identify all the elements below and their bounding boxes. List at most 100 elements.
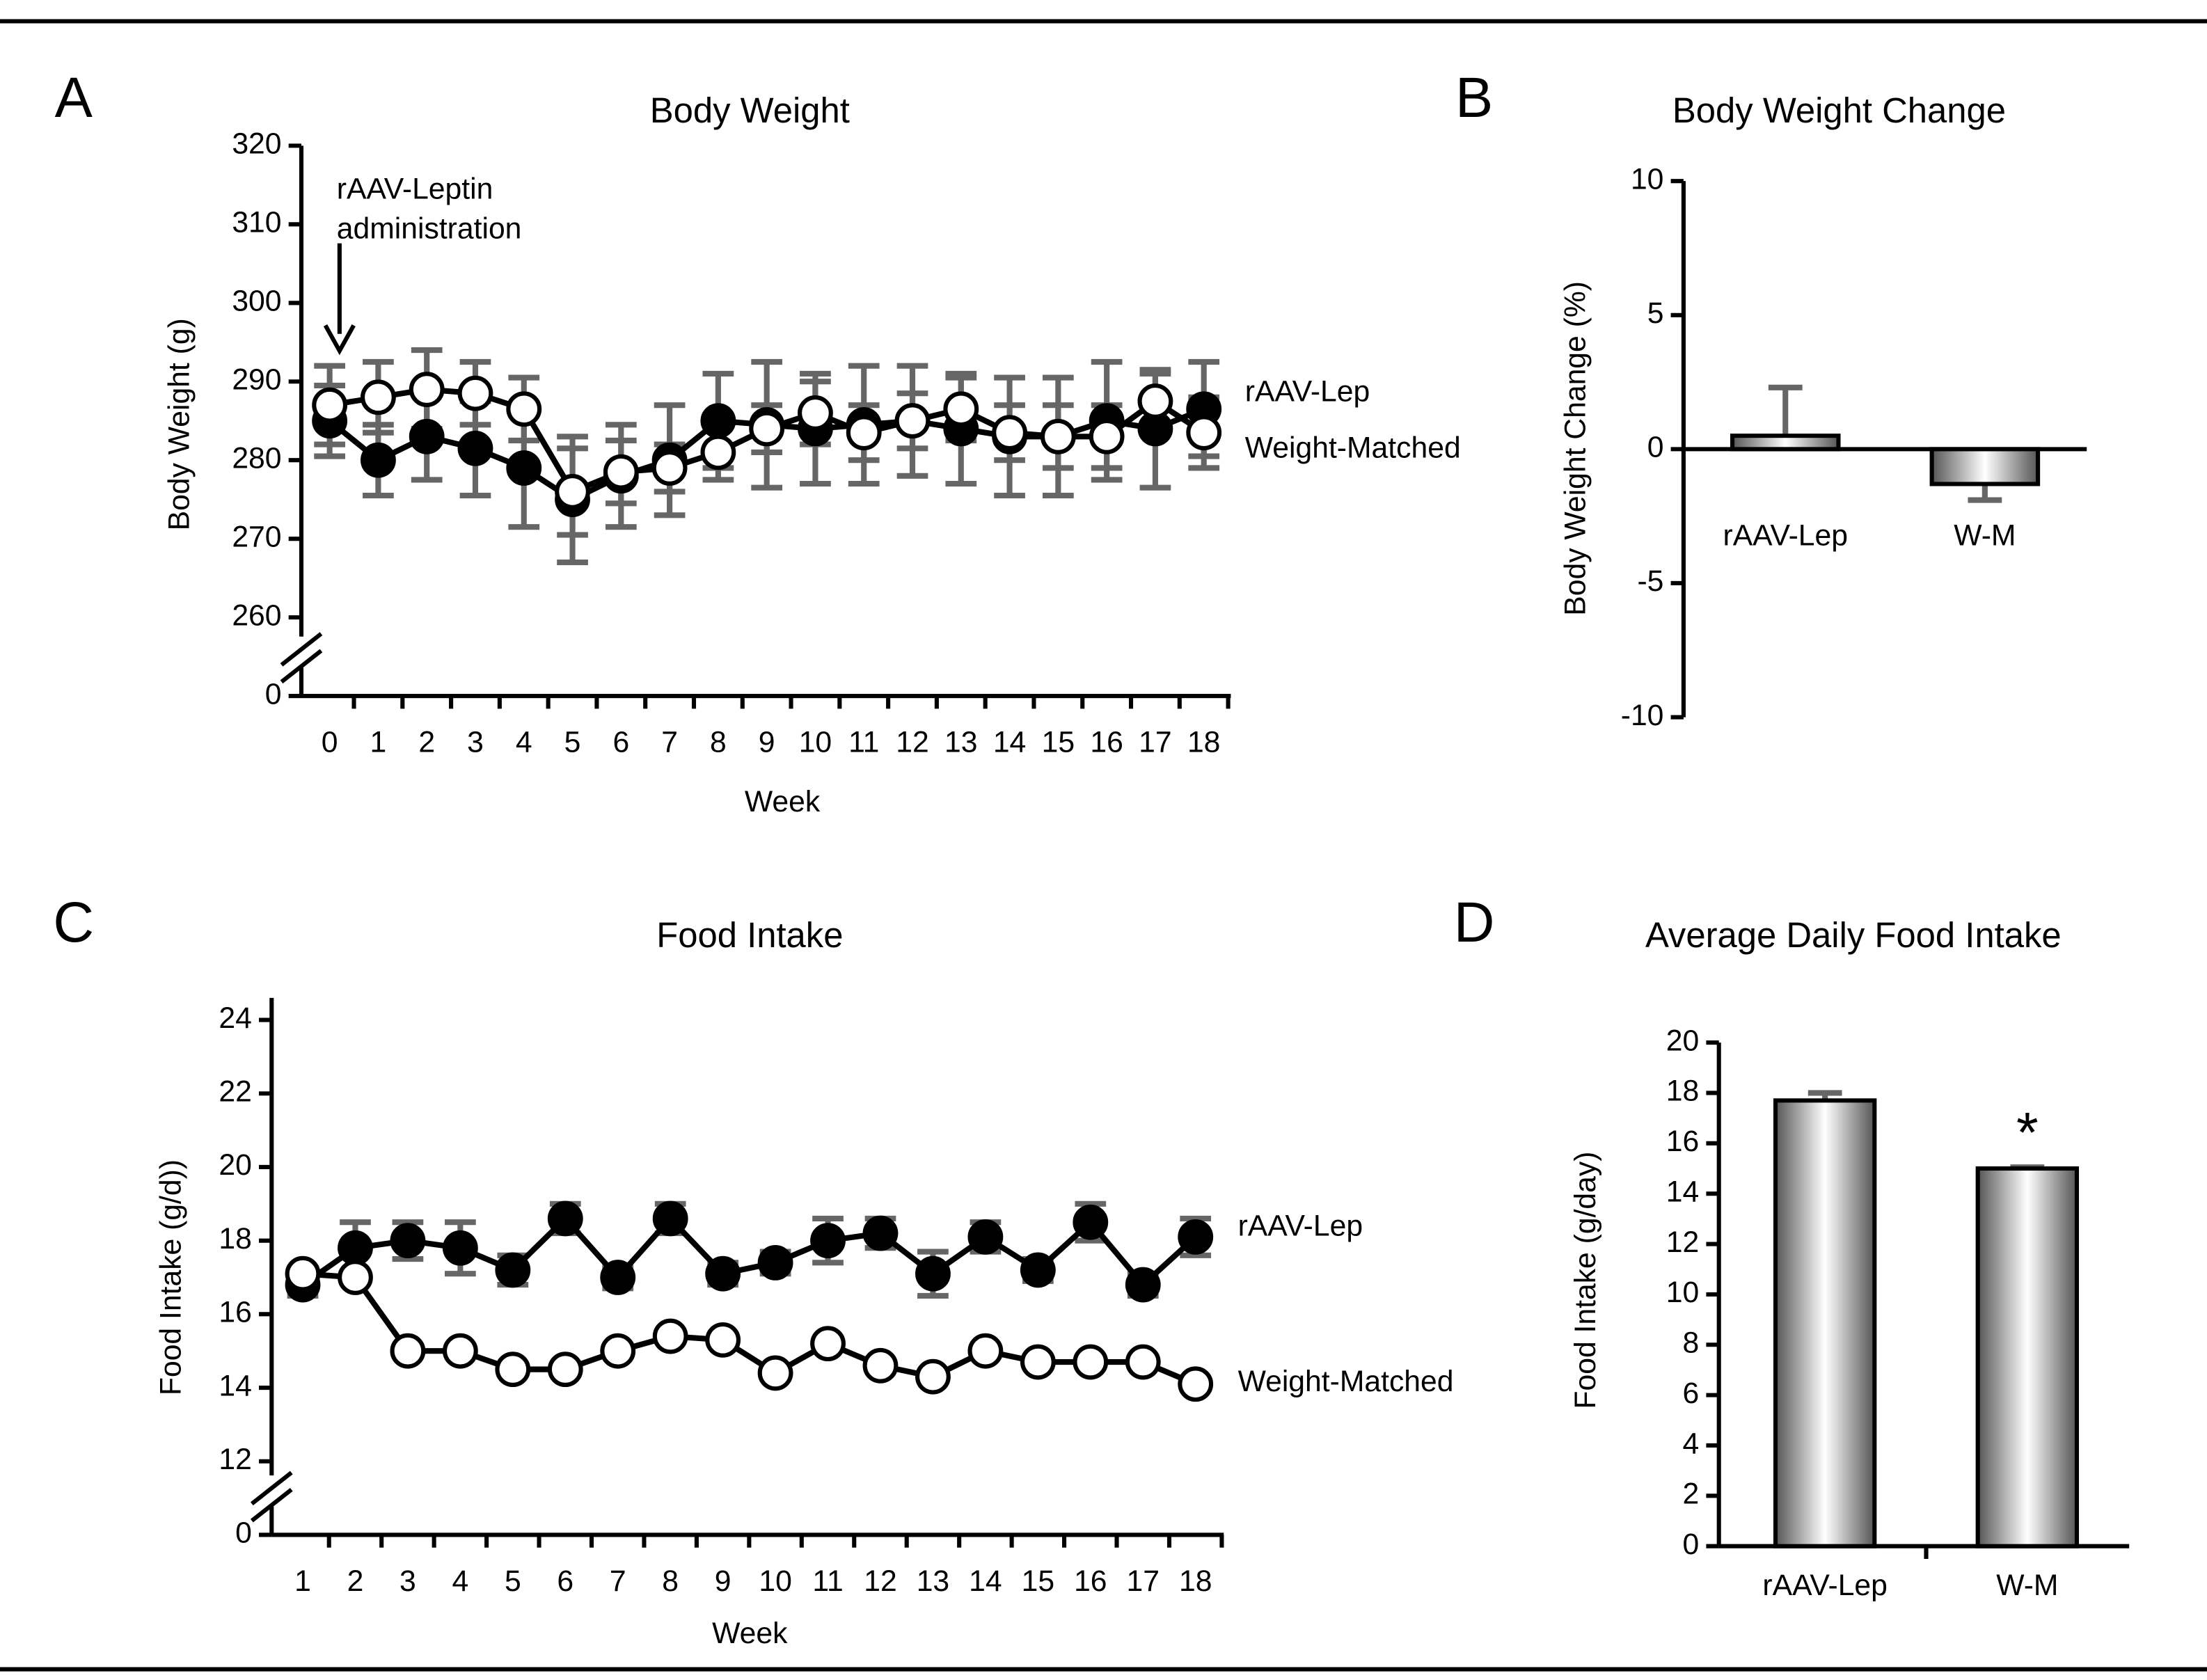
x-tick-label: 4 [516,725,532,759]
marker [600,1260,636,1295]
y-tick-label: 290 [232,363,281,397]
y-tick-label: 6 [1683,1377,1700,1410]
y-break-label: 0 [235,1516,252,1550]
y-tick-label: 14 [1666,1175,1699,1208]
bar [1929,447,2041,486]
series-label: Weight-Matched [1245,431,1461,465]
series-label: rAAV-Lep [1245,374,1370,408]
y-tick-label: 280 [232,441,281,475]
marker [943,391,979,427]
x-tick-label: 8 [710,725,727,759]
x-tick-label: 14 [969,1564,1002,1598]
x-tick-label: 11 [848,725,879,759]
marker [992,415,1027,451]
x-tick-label: 10 [799,725,832,759]
marker [705,1255,741,1292]
marker [1125,1267,1161,1303]
y-tick-label: 5 [1647,296,1664,330]
marker [757,1244,793,1281]
y-axis-label: Food Intake (g/day) [1569,1152,1602,1409]
x-tick-label: 11 [812,1564,843,1598]
panel-letter: D [1454,891,1495,954]
x-axis-label: Week [712,1617,788,1650]
marker [555,473,590,509]
axis-break-gap [281,636,322,668]
y-axis-label: Body Weight (g) [162,318,196,530]
y-tick-label: 10 [1666,1276,1699,1309]
x-tick-label: 6 [612,725,629,759]
marker [810,1326,846,1362]
series-label: Weight-Matched [1238,1365,1454,1398]
x-tick-label: 1 [294,1564,311,1598]
axis-break [250,1488,293,1523]
x-tick-label: 16 [1074,1564,1107,1598]
chart-title: Body Weight [650,90,850,130]
panel-letter: B [1455,66,1493,129]
marker [1137,383,1173,419]
marker [846,415,882,451]
marker [506,391,542,427]
y-tick-label: 310 [232,206,281,239]
marker [442,1230,478,1266]
y-tick-label: 0 [1647,431,1664,464]
x-tick-label: 3 [467,725,484,759]
marker [285,1255,321,1292]
marker [749,411,785,447]
marker [1186,415,1222,451]
x-tick-label: 13 [944,725,977,759]
y-tick-label: 18 [219,1222,251,1255]
marker [409,418,445,454]
x-tick-label: rAAV-Lep [1762,1569,1887,1602]
x-tick-label: 18 [1187,725,1220,759]
marker [652,1200,688,1237]
marker [705,1322,741,1358]
marker [442,1333,478,1369]
x-tick-label: 0 [322,725,338,759]
x-tick-label: 8 [662,1564,679,1598]
y-tick-label: 16 [219,1296,251,1329]
bar [1773,1098,1877,1548]
y-tick-label: 2 [1683,1477,1700,1511]
y-tick-label: -5 [1637,564,1663,598]
marker [1073,1204,1109,1240]
y-tick-label: 20 [219,1148,251,1182]
x-tick-label: 7 [661,725,678,759]
y-tick-label: 12 [219,1443,251,1476]
marker [651,450,688,486]
y-tick-label: 10 [1631,162,1663,196]
marker [457,375,493,411]
marker [1089,418,1125,454]
marker [1040,418,1076,454]
marker [862,1347,899,1384]
marker [361,379,396,415]
marker [409,372,445,407]
marker [700,403,736,439]
x-tick-label: 17 [1139,725,1171,759]
marker [361,442,396,478]
y-tick-label: 300 [232,285,281,318]
y-tick-label: 20 [1666,1024,1699,1057]
y-tick-label: 320 [232,127,281,161]
x-tick-label: 15 [1042,725,1075,759]
marker [495,1252,531,1288]
series-line [301,1214,1198,1289]
y-tick-label: 12 [1666,1226,1699,1259]
y-tick-label: 270 [232,520,281,553]
marker [862,1215,899,1251]
y-tick-label: 4 [1683,1427,1700,1460]
annotation: administration [337,212,522,246]
marker [652,1318,688,1354]
marker [390,1223,426,1259]
marker [700,434,736,470]
marker [600,1333,636,1369]
marker [547,1200,583,1237]
chart-title: Average Daily Food Intake [1645,915,2062,955]
y-tick-label: 22 [219,1075,251,1109]
y-tick-label: 16 [1666,1125,1699,1158]
x-tick-label: 13 [917,1564,949,1598]
x-tick-label: 2 [418,725,435,759]
x-tick-label: 9 [715,1564,731,1598]
marker [915,1358,951,1395]
x-tick-label: 5 [505,1564,521,1598]
y-axis-label: Food Intake (g/d)) [154,1159,187,1395]
